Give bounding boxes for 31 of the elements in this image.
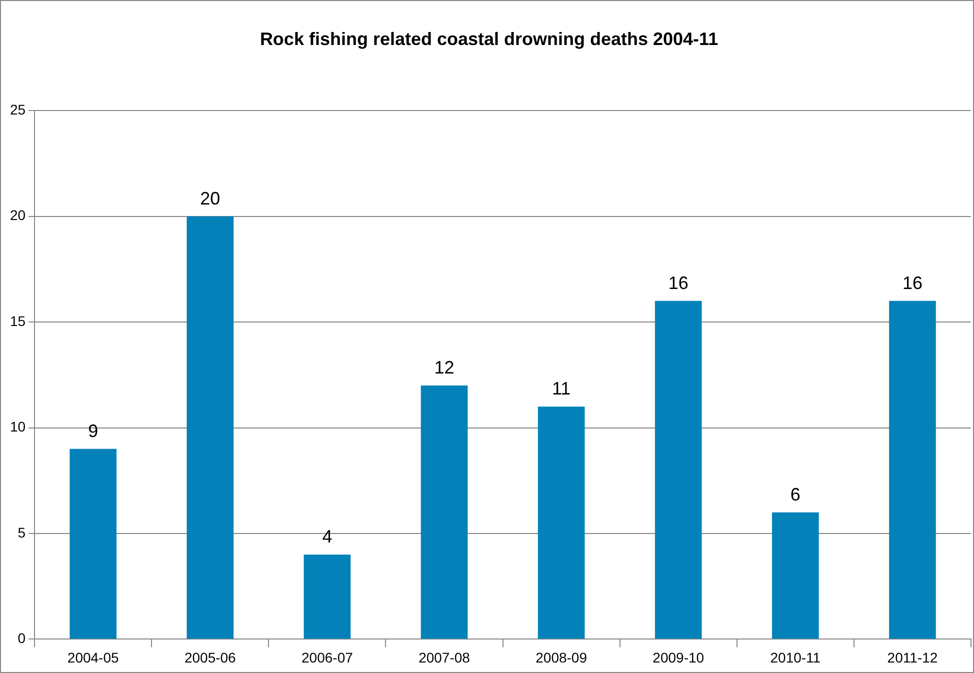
bar bbox=[186, 216, 234, 639]
data-label: 16 bbox=[668, 272, 688, 293]
x-tick-label: 2005-06 bbox=[184, 649, 236, 666]
bar bbox=[304, 554, 351, 639]
bar bbox=[889, 300, 936, 639]
bar bbox=[538, 406, 585, 639]
y-tick-label: 10 bbox=[10, 418, 26, 435]
data-label: 6 bbox=[790, 484, 800, 504]
x-tick-label: 2007-08 bbox=[418, 649, 470, 666]
bar bbox=[420, 385, 468, 639]
data-label: 9 bbox=[88, 420, 98, 441]
data-label: 20 bbox=[200, 188, 220, 208]
chart-title: Rock fishing related coastal drowning deaths 2004-11 bbox=[260, 28, 718, 49]
x-tick-label: 2011-12 bbox=[887, 649, 938, 666]
data-label: 4 bbox=[322, 526, 332, 547]
y-tick-label: 15 bbox=[10, 312, 26, 329]
bar bbox=[654, 300, 702, 639]
x-tick-label: 2006-07 bbox=[302, 649, 354, 666]
data-label: 16 bbox=[902, 272, 922, 293]
y-tick-label: 0 bbox=[18, 630, 26, 646]
data-label: 12 bbox=[434, 357, 454, 378]
data-label: 11 bbox=[552, 378, 571, 399]
x-tick-label: 2004-05 bbox=[67, 649, 119, 666]
x-tick-label: 2008-09 bbox=[536, 649, 588, 666]
bar bbox=[772, 512, 819, 639]
x-tick-label: 2009-10 bbox=[652, 649, 704, 666]
x-tick-label: 2010-11 bbox=[770, 649, 821, 666]
y-tick-label: 20 bbox=[10, 207, 26, 224]
y-tick-label: 25 bbox=[10, 101, 26, 118]
bar bbox=[70, 448, 117, 639]
y-tick-label: 5 bbox=[18, 524, 26, 540]
